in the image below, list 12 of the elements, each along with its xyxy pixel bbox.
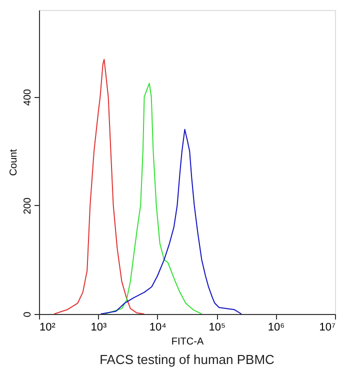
x-axis-title: FITC-A: [171, 336, 204, 348]
x-tick-label: 10⁴: [149, 322, 167, 334]
x-tick-label: 10⁷: [319, 322, 336, 334]
y-axis-title: Count: [8, 148, 20, 176]
x-tick-label: 10⁵: [208, 322, 226, 334]
x-tick-label: 10³: [90, 322, 107, 334]
y-tick-label: 200: [22, 197, 34, 214]
x-tick-label: 10²: [40, 322, 56, 334]
y-tick-label: 400: [22, 88, 34, 106]
text: FACS testing of human PBMC: [100, 352, 274, 367]
x-tick-label: 10⁶: [268, 322, 285, 334]
y-tick-label: 0: [22, 311, 34, 318]
